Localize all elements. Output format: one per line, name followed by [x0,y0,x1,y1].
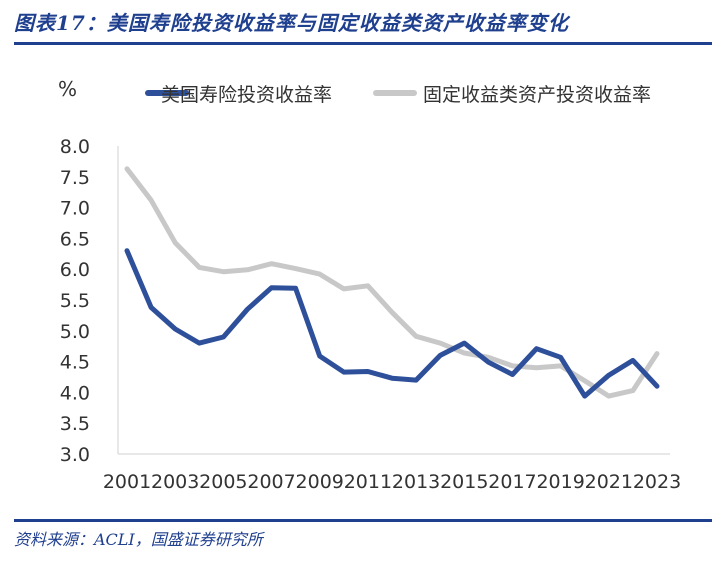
x-tick-label: 2009 [296,471,344,493]
y-unit-label: % [58,77,77,101]
x-tick-label: 2005 [199,471,247,493]
footer-divider [14,519,712,522]
x-tick-labels: 2001 2003 2005 2007 2009 2011 2013 2015 2017 2019… [103,471,681,493]
y-tick-label: 4.5 [60,352,90,374]
x-tick-label: 2021 [585,471,633,493]
x-tick-label: 2007 [247,471,295,493]
y-tick-label: 4.0 [60,382,90,404]
y-tick-label: 7.0 [60,198,90,220]
legend: 美国寿险投资收益率 固定收益类资产投资收益率 [145,84,651,106]
x-tick-label: 2023 [633,471,681,493]
axes [117,146,670,455]
y-tick-label: 7.5 [60,167,90,189]
y-tick-label: 3.0 [60,444,90,466]
y-tick-label: 5.5 [60,290,90,312]
y-tick-labels: 3.0 3.5 4.0 4.5 5.0 5.5 6.0 6.5 7.0 7.5 8.0 [60,136,90,466]
series-line-2 [124,166,660,399]
line-chart: % 美国寿险投资收益率 固定收益类资产投资收益率 3.0 3.5 4.0 4.5 5.0… [58,77,681,493]
x-tick-label: 2019 [536,471,584,493]
y-tick-label: 6.5 [60,228,90,250]
x-tick-label: 2017 [488,471,536,493]
series-lines [124,166,660,399]
series-line-1 [124,248,660,399]
x-tick-label: 2015 [440,471,488,493]
y-tick-label: 5.0 [60,321,90,343]
figure-title: 图表17：美国寿险投资收益率与固定收益类资产收益率变化 [14,11,569,35]
x-tick-label: 2011 [344,471,392,493]
x-tick-label: 2003 [151,471,199,493]
source-note: 资料来源：ACLI，国盛证券研究所 [14,530,263,549]
y-tick-label: 8.0 [60,136,90,158]
y-tick-label: 6.0 [60,259,90,281]
x-tick-label: 2013 [392,471,440,493]
x-tick-label: 2001 [103,471,151,493]
legend-label-series-1: 美国寿险投资收益率 [161,84,332,106]
y-tick-label: 3.5 [60,413,90,435]
title-divider [14,42,712,45]
legend-label-series-2: 固定收益类资产投资收益率 [423,84,651,106]
